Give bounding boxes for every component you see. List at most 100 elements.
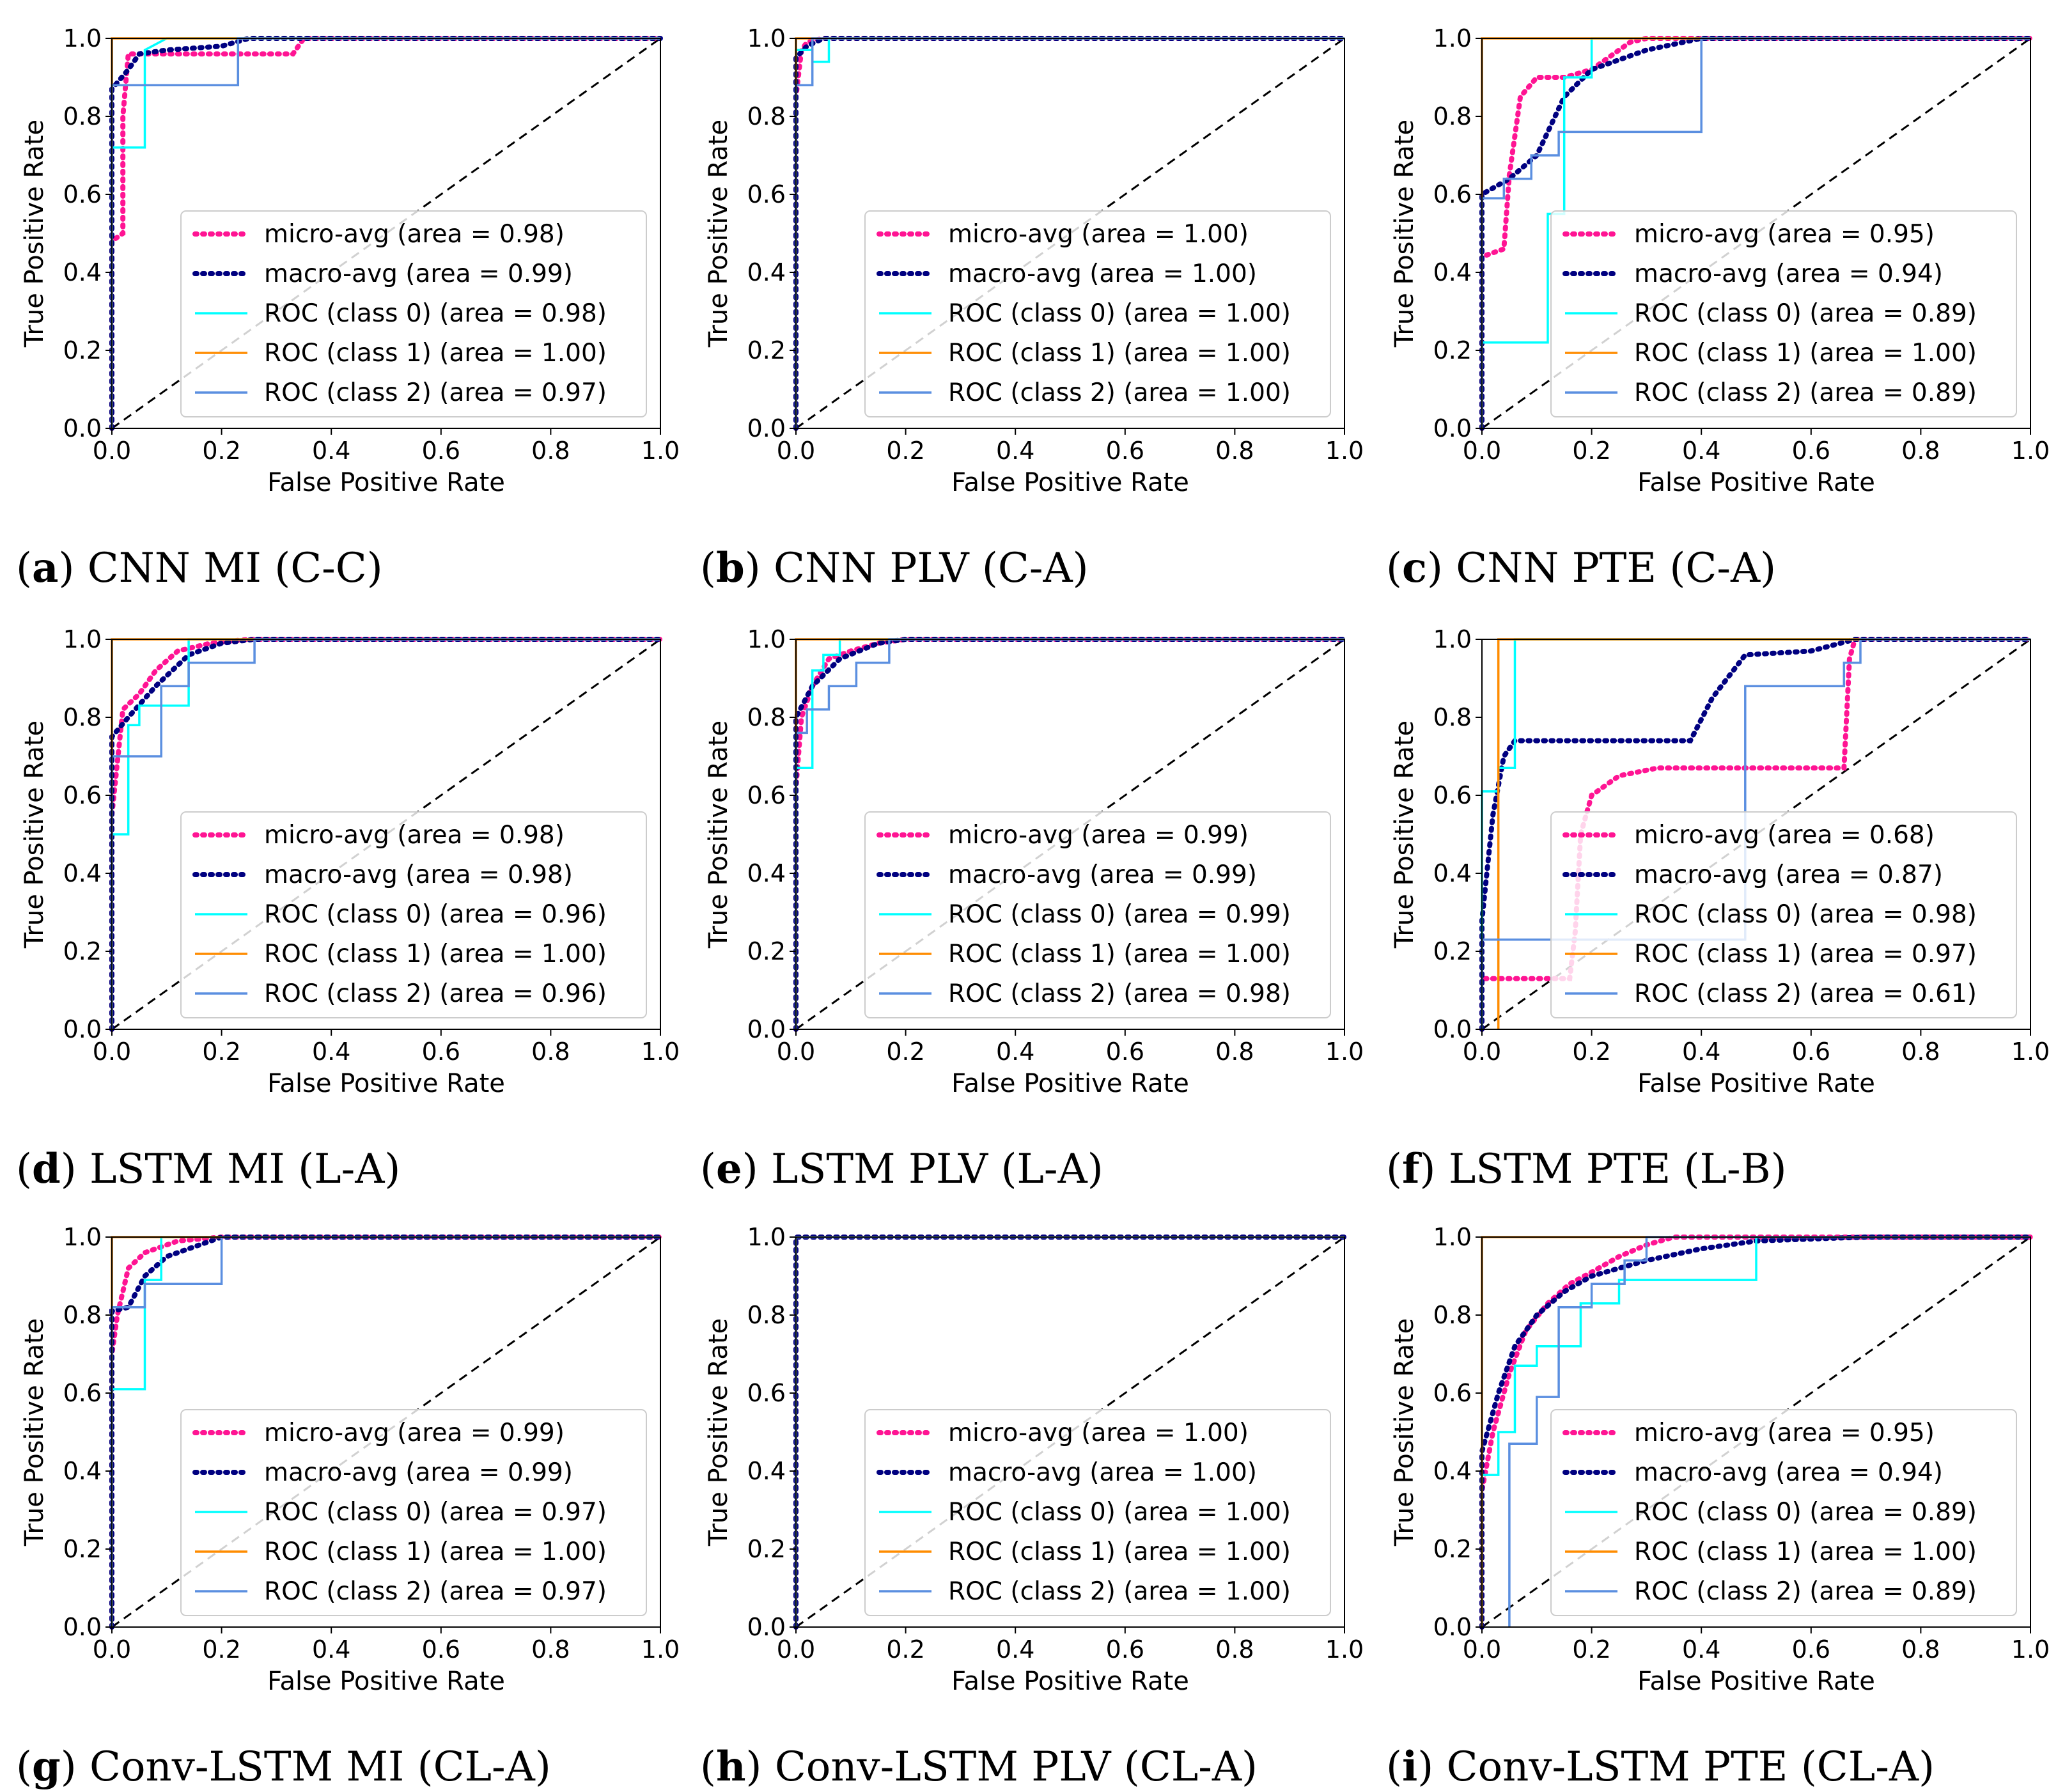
series-line-class2 <box>1481 37 2030 428</box>
legend: micro-avg (area = 0.99) macro-avg (area =… <box>180 1409 647 1616</box>
panel-caption: (e) LSTM PLV (L-A) <box>700 1145 1103 1193</box>
legend: micro-avg (area = 0.95) macro-avg (area =… <box>1550 210 2017 417</box>
y-tick-label: 0.2 <box>63 336 102 364</box>
legend-box <box>1550 811 2017 1018</box>
legend: micro-avg (area = 1.00) macro-avg (area =… <box>864 210 1331 417</box>
x-tick-label: 1.0 <box>1325 1635 1364 1663</box>
y-tick-label: 0.6 <box>1433 1379 1472 1407</box>
legend-entry-class2: ROC (class 2) (area = 0.96) <box>264 979 607 1008</box>
legend-entry-macro: macro-avg (area = 0.98) <box>264 861 573 889</box>
y-tick-label: 0.0 <box>747 414 786 442</box>
x-tick-label: 0.8 <box>1215 1635 1254 1663</box>
panel-caption: (d) LSTM MI (L-A) <box>16 1145 400 1193</box>
y-tick-label: 0.6 <box>747 1379 786 1407</box>
chance-line <box>795 37 1345 430</box>
y-tick-label: 1.0 <box>1433 625 1472 653</box>
legend-entry-class1: ROC (class 1) (area = 1.00) <box>264 1538 607 1566</box>
legend-entry-macro: macro-avg (area = 0.94) <box>1634 260 1943 288</box>
legend: micro-avg (area = 0.98) macro-avg (area =… <box>180 811 647 1018</box>
y-tick-label: 0.4 <box>747 1457 786 1485</box>
x-tick-label: 0.4 <box>1682 1635 1720 1663</box>
x-tick-label: 0.0 <box>777 1038 815 1066</box>
x-tick-label: 1.0 <box>1325 1038 1364 1066</box>
legend-entry-macro: macro-avg (area = 1.00) <box>948 260 1257 288</box>
roc-panel-c: 0.0 0.2 0.4 0.6 0.8 1.0 0.0 0.2 0.4 0.6 0.8 1.0 Fals… <box>1386 24 2050 592</box>
y-tick-label: 0.0 <box>63 414 102 442</box>
y-tick-label: 0.0 <box>63 1015 102 1043</box>
y-tick-label: 0.8 <box>1433 102 1472 130</box>
panel-caption: (g) Conv-LSTM MI (CL-A) <box>16 1743 551 1791</box>
x-tick-label: 1.0 <box>2011 1038 2050 1066</box>
legend: micro-avg (area = 1.00) macro-avg (area =… <box>864 1409 1331 1616</box>
x-axis-label: False Positive Rate <box>951 1667 1189 1696</box>
y-tick-label: 0.4 <box>63 1457 102 1485</box>
x-axis-label: False Positive Rate <box>1637 1069 1875 1098</box>
y-tick-label: 0.0 <box>747 1015 786 1043</box>
y-tick-label: 0.6 <box>747 781 786 809</box>
legend-box <box>864 811 1331 1018</box>
panel-caption: (b) CNN PLV (C-A) <box>700 544 1089 592</box>
y-tick-label: 0.8 <box>747 703 786 731</box>
x-tick-label: 0.4 <box>312 437 350 465</box>
x-tick-label: 0.8 <box>531 1635 570 1663</box>
x-tick-label: 0.0 <box>1463 437 1501 465</box>
x-tick-label: 0.6 <box>1792 1635 1830 1663</box>
y-tick-label: 1.0 <box>747 625 786 653</box>
chance-line <box>111 37 661 430</box>
legend-entry-micro: micro-avg (area = 1.00) <box>948 220 1249 249</box>
legend-entry-class0: ROC (class 0) (area = 0.96) <box>264 900 607 929</box>
x-tick-label: 1.0 <box>2011 1635 2050 1663</box>
x-tick-label: 0.0 <box>1463 1038 1501 1066</box>
y-axis-label: True Positive Rate <box>20 721 49 949</box>
y-tick-label: 0.6 <box>63 180 102 208</box>
y-tick-label: 1.0 <box>63 24 102 52</box>
legend-entry-micro: micro-avg (area = 0.99) <box>264 1419 565 1447</box>
legend-entry-class1: ROC (class 1) (area = 1.00) <box>1634 339 1977 368</box>
legend-entry-class0: ROC (class 0) (area = 0.97) <box>264 1498 607 1527</box>
y-tick-label: 0.6 <box>1433 781 1472 809</box>
legend-entry-class1: ROC (class 1) (area = 0.97) <box>1634 940 1977 969</box>
chance-line <box>111 638 661 1031</box>
roc-panel-f: 0.0 0.2 0.4 0.6 0.8 1.0 0.0 0.2 0.4 0.6 0.8 1.0 Fals… <box>1386 625 2050 1193</box>
y-tick-label: 0.0 <box>63 1613 102 1641</box>
y-tick-label: 0.0 <box>1433 414 1472 442</box>
series-line-class2 <box>795 638 1344 1029</box>
y-tick-label: 0.4 <box>747 859 786 887</box>
x-tick-label: 1.0 <box>641 437 680 465</box>
y-tick-label: 0.6 <box>747 180 786 208</box>
series-line-micro <box>1479 36 2033 431</box>
x-tick-label: 0.2 <box>886 1635 924 1663</box>
legend-entry-micro: micro-avg (area = 0.95) <box>1634 1419 1935 1447</box>
x-tick-label: 0.4 <box>996 437 1034 465</box>
y-tick-label: 0.4 <box>1433 1457 1472 1485</box>
x-tick-label: 1.0 <box>641 1038 680 1066</box>
axes-frame <box>111 38 661 429</box>
axes-frame <box>111 1236 661 1628</box>
legend-entry-micro: micro-avg (area = 0.68) <box>1634 821 1935 850</box>
x-tick-label: 0.0 <box>777 437 815 465</box>
x-tick-label: 0.8 <box>1215 1038 1254 1066</box>
y-axis-label: True Positive Rate <box>20 120 49 348</box>
y-tick-label: 0.2 <box>747 1535 786 1563</box>
x-tick-label: 0.0 <box>93 437 131 465</box>
x-axis-label: False Positive Rate <box>1637 1667 1875 1696</box>
panel-caption: (f) LSTM PTE (L-B) <box>1386 1145 1787 1193</box>
x-tick-label: 0.2 <box>1572 437 1610 465</box>
legend-box <box>1550 1409 2017 1616</box>
legend-entry-micro: micro-avg (area = 0.98) <box>264 220 565 249</box>
x-tick-label: 0.4 <box>1682 1038 1720 1066</box>
legend-entry-micro: micro-avg (area = 1.00) <box>948 1419 1249 1447</box>
x-tick-label: 0.2 <box>1572 1038 1610 1066</box>
axes-frame <box>1481 639 2031 1030</box>
legend: micro-avg (area = 0.99) macro-avg (area =… <box>864 811 1331 1018</box>
axes-frame <box>795 38 1345 429</box>
roc-panel-b: 0.0 0.2 0.4 0.6 0.8 1.0 0.0 0.2 0.4 0.6 0.8 1.0 Fals… <box>700 24 1364 592</box>
panel-caption: (c) CNN PTE (C-A) <box>1386 544 1776 592</box>
y-tick-label: 0.2 <box>1433 336 1472 364</box>
roc-panel-d: 0.0 0.2 0.4 0.6 0.8 1.0 0.0 0.2 0.4 0.6 0.8 1.0 Fals… <box>16 625 680 1193</box>
series-line-class2 <box>1508 1236 2030 1627</box>
series-line-macro <box>1479 1235 2033 1630</box>
roc-panel-g: 0.0 0.2 0.4 0.6 0.8 1.0 0.0 0.2 0.4 0.6 0.8 1.0 Fals… <box>16 1223 680 1791</box>
legend: micro-avg (area = 0.98) macro-avg (area =… <box>180 210 647 417</box>
